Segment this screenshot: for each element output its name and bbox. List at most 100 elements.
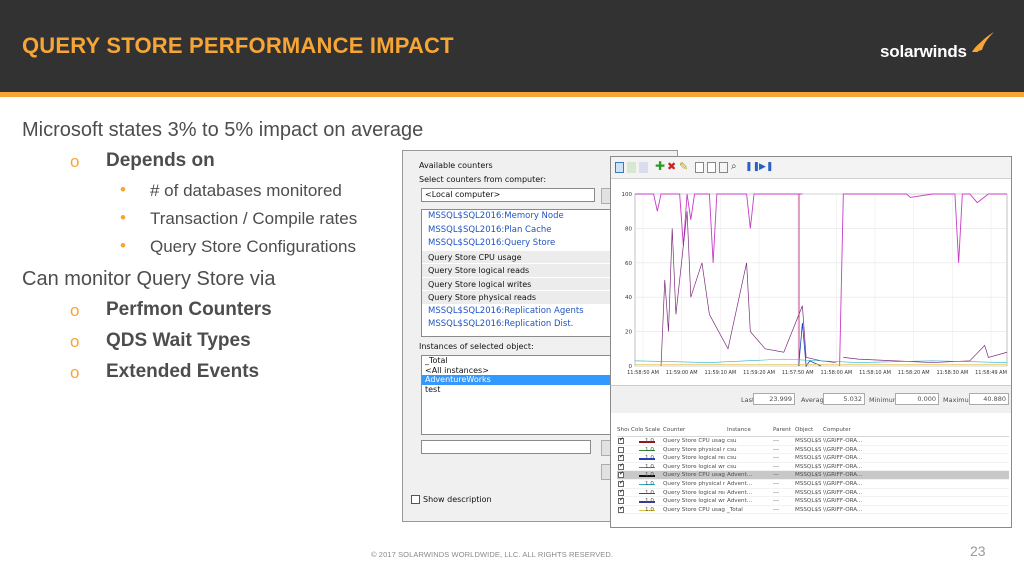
series-line-logical-writes (839, 193, 1007, 367)
show-description-checkbox[interactable] (411, 495, 420, 504)
show-checkbox[interactable] (618, 446, 624, 453)
counter-category[interactable]: MSSQL$SQL2016:Query Store (428, 238, 556, 248)
instance-item[interactable]: _Total (425, 356, 448, 365)
column-header[interactable]: Object (795, 427, 814, 433)
column-header[interactable]: Parent (773, 427, 791, 433)
instance-item[interactable]: <All instances> (425, 365, 489, 375)
table-cell-object: MSSQL$SS2016Q... (795, 489, 821, 496)
x-tick-label: 11:59:20 AM (743, 370, 775, 376)
search-combo[interactable] (421, 440, 591, 454)
table-row[interactable]: 1.0 Query Store logical writescsu --- MSSQL… (617, 462, 1009, 472)
x-tick-label: 11:58:30 AM (936, 370, 968, 376)
show-checkbox[interactable] (618, 505, 624, 513)
delete-counter-icon[interactable]: ✖ (667, 160, 677, 173)
instance-item[interactable]: AdventureWorks (422, 375, 614, 385)
header-accent-line (0, 92, 1024, 97)
solarwinds-logo: solarwinds (880, 30, 1000, 62)
change-graph-icon[interactable] (639, 162, 648, 173)
instances-label: Instances of selected object: (419, 342, 534, 351)
highlight-icon[interactable]: ✎ (679, 160, 689, 173)
table-row[interactable]: 1.0 Query Store physical readsAdvent... --… (617, 479, 1009, 489)
minimum-value: 0.000 (895, 393, 939, 405)
counter-item[interactable]: Query Store logical reads (422, 264, 614, 278)
bullet-marker: o (70, 363, 80, 382)
copy-properties-icon[interactable] (695, 162, 704, 173)
table-cell-parent: --- (773, 463, 780, 470)
table-row[interactable]: 1.0 Query Store logical writesAdvent... --… (617, 496, 1009, 506)
bullet-marker: o (70, 152, 80, 171)
table-cell-parent: --- (773, 498, 780, 505)
table-cell-computer: \\GRIFF-ORA... (823, 455, 863, 462)
pause-icon[interactable]: ❚❚ (745, 162, 761, 172)
show-checkbox[interactable] (618, 470, 624, 479)
column-header[interactable]: Instance (727, 427, 751, 433)
counter-item[interactable]: Query Store physical reads (422, 291, 614, 305)
freeze-icon[interactable] (627, 162, 636, 173)
bullet-marker: • (120, 180, 126, 199)
counter-category[interactable]: MSSQL$SQL2016:Memory Node (428, 211, 564, 221)
y-tick-label: 100 (622, 192, 633, 198)
table-cell-instance: csu (727, 446, 737, 453)
show-checkbox[interactable] (618, 496, 624, 505)
show-checkbox[interactable] (618, 479, 624, 488)
table-cell-instance: csu (727, 455, 737, 462)
paste-counter-icon[interactable] (707, 162, 716, 173)
color-swatch (639, 483, 655, 486)
x-tick-label: 11:58:20 AM (898, 370, 930, 376)
show-checkbox[interactable] (618, 462, 624, 470)
table-cell-object: MSSQL$SS2016Q... (795, 446, 821, 453)
table-cell-scale: 1.0 (645, 480, 654, 487)
table-cell-computer: \\GRIFF-ORA... (823, 463, 863, 470)
minimum-label: Minimum (869, 396, 900, 404)
instance-list[interactable]: _Total <All instances> AdventureWorks test (421, 355, 615, 435)
instance-item[interactable]: test (425, 384, 441, 394)
table-row[interactable]: 1.0 Query Store logical readscsu --- MSSQL$… (617, 453, 1009, 463)
view-graph-icon[interactable] (615, 162, 624, 173)
counter-list[interactable]: MSSQL$SQL2016:Memory Node MSSQL$SQL2016:P… (421, 209, 615, 337)
column-header[interactable]: Computer (823, 427, 851, 433)
update-data-icon[interactable]: ▶❚ (759, 162, 774, 172)
column-header[interactable]: Scale (645, 427, 661, 433)
table-cell-scale: 1.0 (645, 438, 654, 444)
zoom-icon[interactable]: ⌕ (731, 161, 737, 172)
table-cell-instance: csu (727, 438, 737, 444)
table-cell-computer: \\GRIFF-ORA... (823, 446, 863, 453)
computer-select[interactable]: <Local computer> (421, 188, 595, 202)
table-row[interactable]: 1.0 Query Store logical readsAdvent... ---… (617, 488, 1009, 498)
add-counter-icon[interactable]: ✚ (655, 159, 666, 173)
table-row[interactable]: 1.0 Query Store CPU usage_Total --- MSSQL$S… (617, 505, 1009, 515)
column-header[interactable]: Counter (663, 427, 686, 433)
counter-category[interactable]: MSSQL$SQL2016:Plan Cache (428, 224, 552, 235)
show-checkbox[interactable] (618, 488, 624, 496)
table-cell-computer: \\GRIFF-ORA... (823, 438, 863, 444)
counter-category[interactable]: MSSQL$SQL2016:Replication Agents (428, 305, 584, 316)
properties-icon[interactable] (719, 162, 728, 173)
page-number: 23 (970, 543, 986, 559)
show-checkbox[interactable] (618, 453, 624, 462)
x-tick-label: 11:58:50 AM (627, 370, 659, 376)
counter-item[interactable]: Query Store logical writes (422, 277, 614, 291)
sub-bullet-text: QDS Wait Types (106, 330, 251, 351)
column-header[interactable]: Color (631, 427, 643, 433)
show-checkbox[interactable] (618, 436, 624, 445)
table-cell-computer: \\GRIFF-ORA... (823, 472, 863, 479)
x-tick-label: 11:58:10 AM (859, 370, 891, 376)
table-cell-instance: csu (727, 463, 737, 470)
counter-item[interactable]: Query Store CPU usage (422, 250, 614, 264)
column-header[interactable]: Show (617, 427, 629, 433)
counter-category[interactable]: MSSQL$SQL2016:Replication Dist. (428, 319, 574, 329)
table-cell-object: MSSQL$SS2016Q... (795, 498, 821, 505)
series-line-cpu (798, 322, 822, 368)
average-label: Average (801, 396, 828, 404)
table-row[interactable]: 1.0 Query Store physical readscsu --- MSSQL… (617, 446, 1009, 455)
average-value: 5.032 (823, 393, 865, 405)
table-cell-parent: --- (773, 446, 780, 453)
perfmon-toolbar: ✚ ✖ ✎ ⌕ ❚❚ ▶❚ (611, 157, 1011, 179)
show-description-label: Show description (423, 495, 492, 504)
maximum-value: 40.880 (969, 393, 1009, 405)
table-cell-computer: \\GRIFF-ORA... (823, 498, 863, 505)
table-cell-object: MSSQL$SS2016Q... (795, 438, 821, 444)
